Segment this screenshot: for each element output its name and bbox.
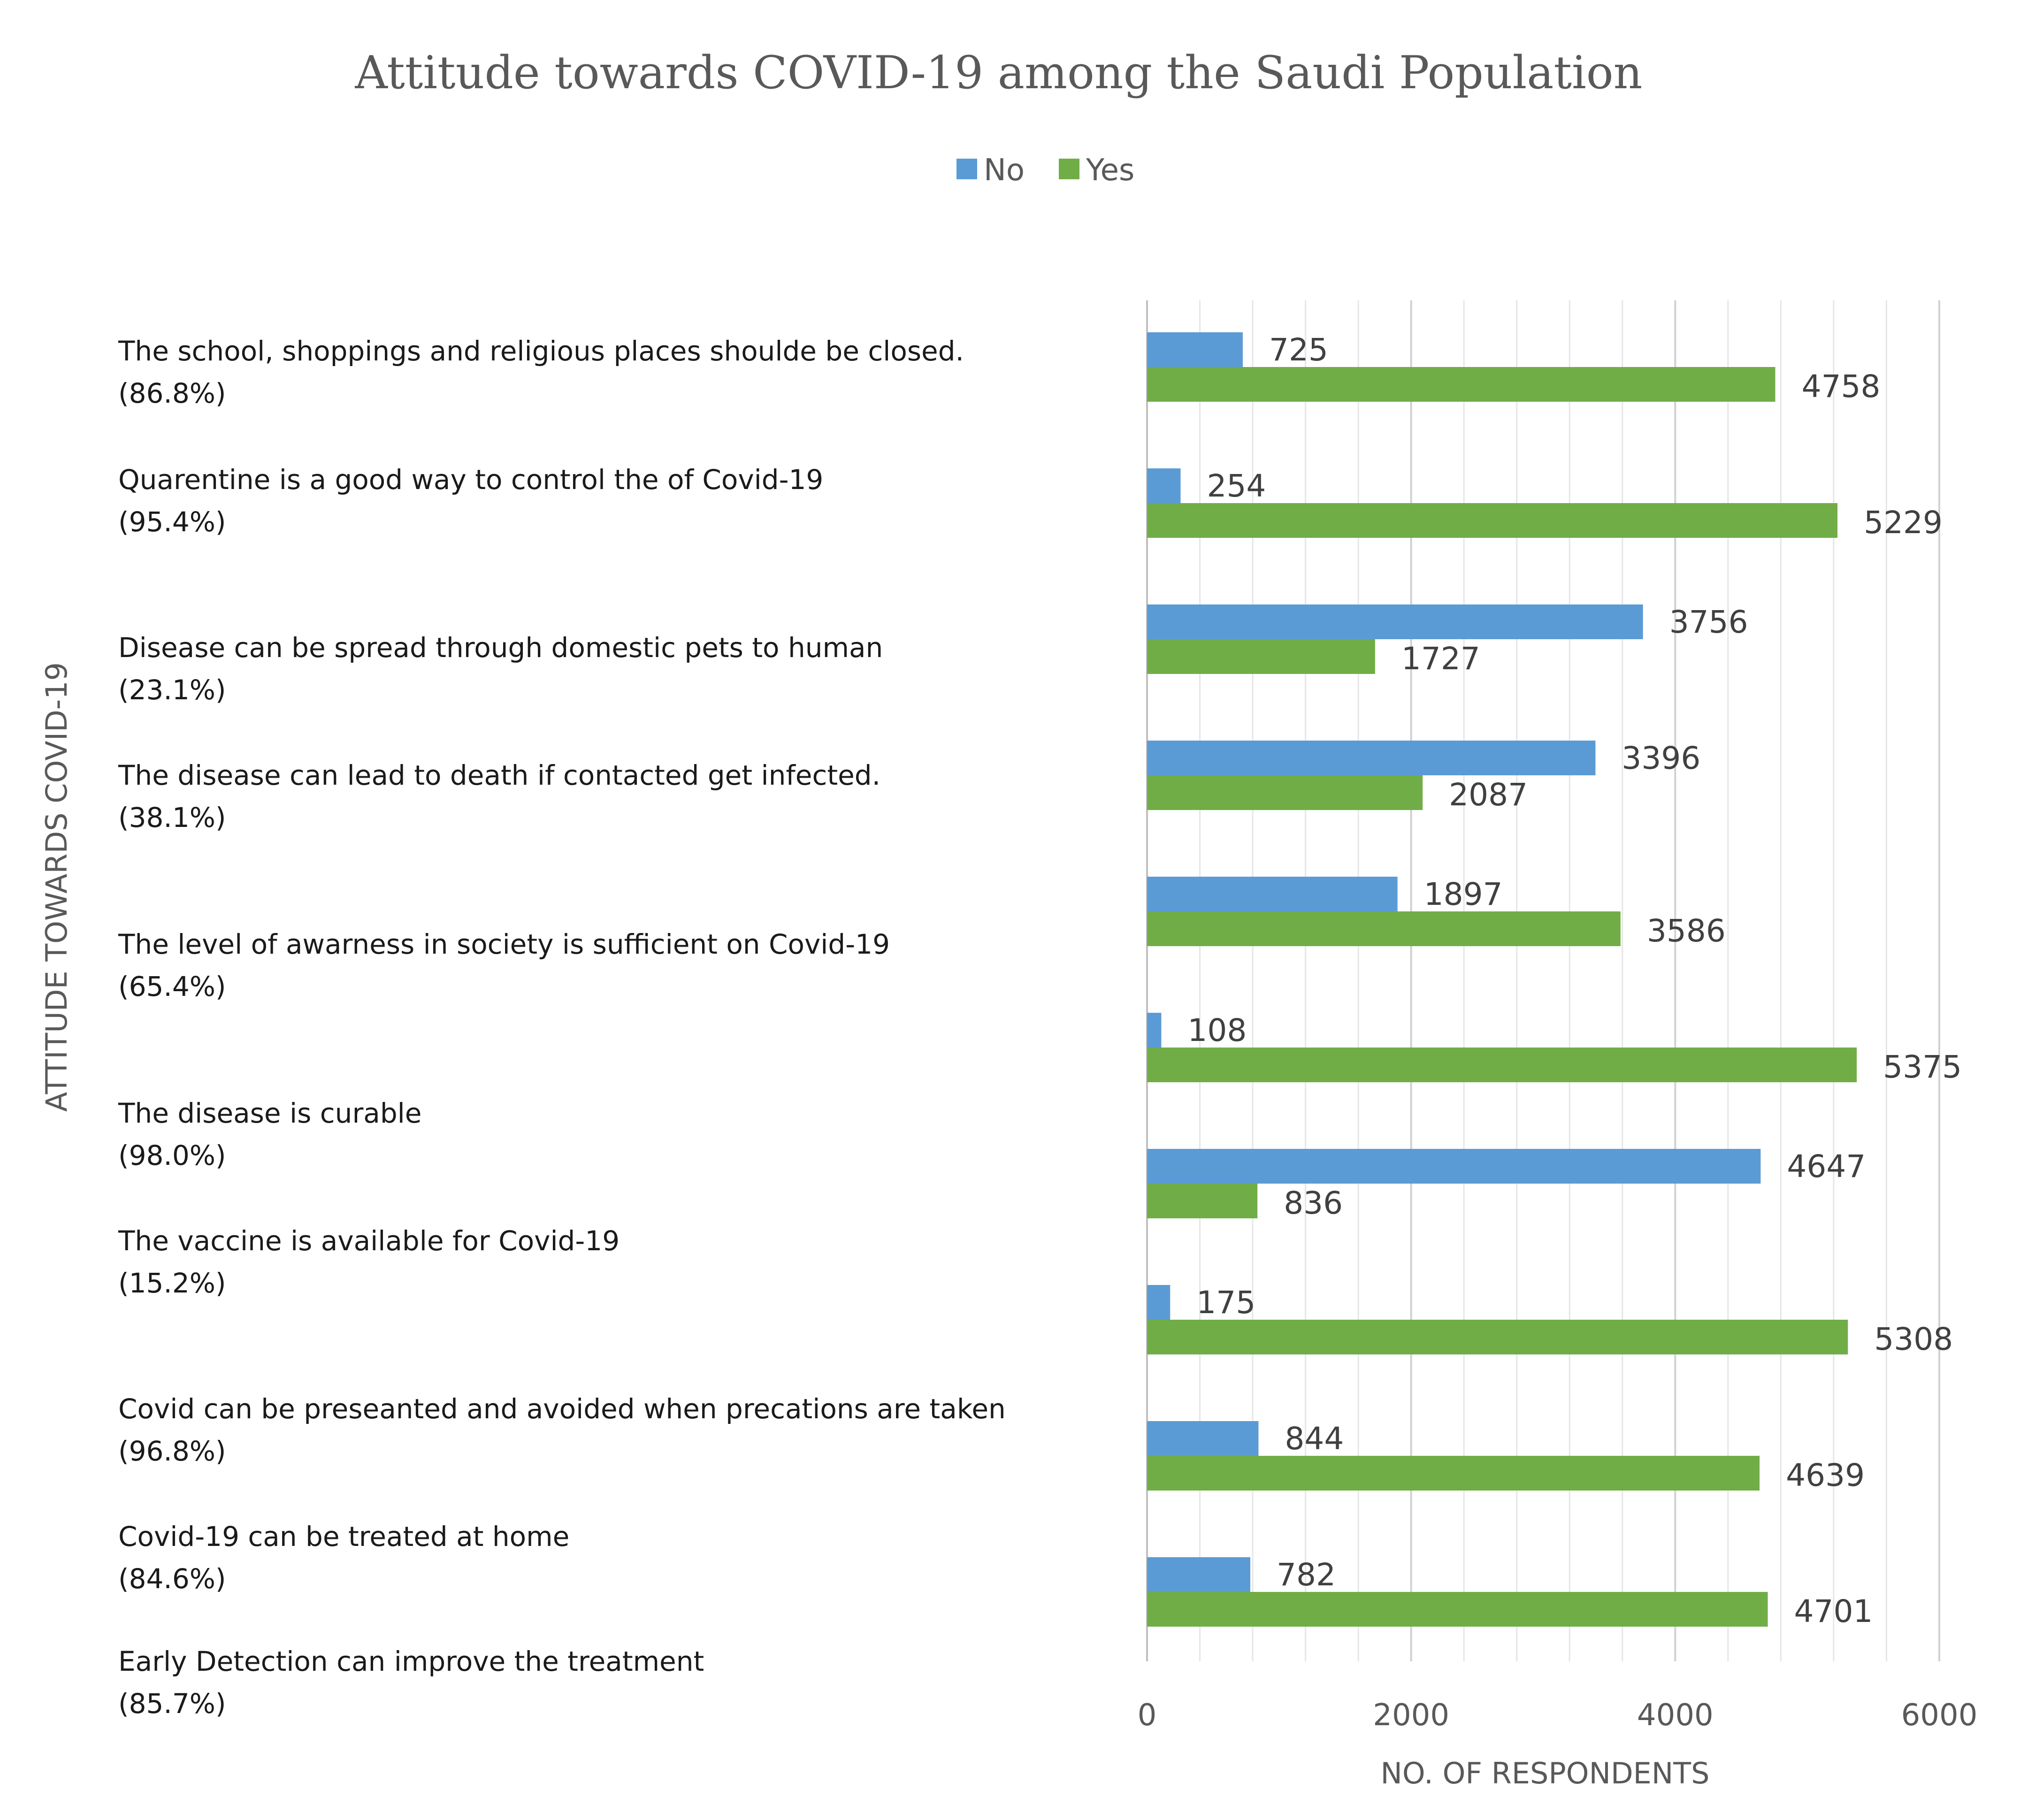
category-percent: (38.1%) [118,802,226,834]
data-label-yes: 5229 [1864,505,1943,541]
data-label-yes: 3586 [1647,913,1726,949]
data-label-no: 254 [1207,468,1266,504]
data-labels: 725 4758 254 5229 3756 1727 3396 2087 1897 3586 10… [1187,332,1962,1629]
category-percent: (65.4%) [118,971,226,1002]
bar-yes [1147,1592,1768,1627]
bar-no [1147,1421,1259,1456]
category-percent: (84.6%) [118,1563,226,1595]
bar-yes [1147,911,1621,946]
legend-swatch-yes [1059,159,1079,179]
bar-yes [1147,503,1838,538]
bar-no [1147,468,1181,503]
data-label-yes: 5375 [1883,1049,1962,1085]
category-label: The disease can lead to death if contact… [118,759,880,791]
x-tick-label: 2000 [1373,1698,1449,1733]
bar-yes [1147,1184,1258,1218]
data-label-yes: 836 [1284,1185,1343,1221]
data-label-no: 3396 [1622,740,1700,776]
category-label: The vaccine is available for Covid-19 [118,1225,620,1257]
bar-yes [1147,1456,1760,1491]
data-label-no: 3756 [1669,604,1748,640]
x-axis-ticks: 0 2000 4000 6000 [1138,1698,1978,1733]
category-percent: (85.7%) [118,1688,226,1720]
x-tick-label: 4000 [1637,1698,1714,1733]
category-label: Disease can be spread through domestic p… [118,632,883,664]
category-percent: (15.2%) [118,1267,226,1299]
category-label: Quarentine is a good way to control the … [118,464,823,496]
bar-yes [1147,367,1775,402]
bars [1147,332,1857,1627]
bar-no [1147,741,1596,775]
data-label-no: 725 [1269,332,1328,368]
category-label: The school, shoppings and religious plac… [118,335,964,367]
bar-no [1147,604,1643,639]
data-label-no: 1897 [1424,876,1503,912]
legend-label-no: No [984,153,1025,188]
category-percent: (23.1%) [118,674,226,706]
x-axis-title: NO. OF RESPONDENTS [1381,1756,1710,1790]
legend: No Yes [956,153,1134,188]
category-label: Early Detection can improve the treatmen… [118,1645,704,1677]
category-percent: (95.4%) [118,506,226,538]
x-tick-label: 6000 [1901,1698,1978,1733]
data-label-yes: 4758 [1802,368,1881,405]
data-label-no: 175 [1196,1285,1255,1321]
category-percent: (98.0%) [118,1139,226,1171]
legend-swatch-no [956,159,977,179]
bar-no [1147,877,1398,911]
bar-no [1147,1149,1761,1184]
bar-no [1147,1285,1171,1320]
category-label: Covid can be preseanted and avoided when… [118,1393,1006,1425]
data-label-yes: 2087 [1449,777,1528,813]
legend-label-yes: Yes [1086,153,1134,188]
y-axis-title: ATTITUDE TOWARDS COVID-19 [39,662,74,1112]
data-label-no: 844 [1285,1421,1344,1457]
x-tick-label: 0 [1138,1698,1157,1733]
data-label-no: 782 [1277,1557,1336,1593]
data-label-no: 4647 [1787,1148,1866,1185]
category-label: The level of awarness in society is suff… [118,928,890,960]
category-percent: (96.8%) [118,1435,226,1467]
chart-title: Attitude towards COVID-19 among the Saud… [355,46,1643,99]
bar-yes [1147,1048,1857,1082]
bar-yes [1147,775,1423,810]
data-label-no: 108 [1187,1012,1247,1048]
data-label-yes: 1727 [1401,641,1480,677]
category-labels: The school, shoppings and religious plac… [118,335,1006,1720]
category-label: Covid-19 can be treated at home [118,1521,569,1552]
bar-yes [1147,1320,1848,1354]
data-label-yes: 4701 [1794,1593,1873,1629]
data-label-yes: 4639 [1786,1457,1865,1493]
bar-no [1147,1013,1162,1048]
data-label-yes: 5308 [1874,1321,1953,1357]
bar-no [1147,332,1243,367]
bar-no [1147,1557,1251,1592]
bar-yes [1147,639,1375,674]
category-label: The disease is curable [118,1097,421,1129]
category-percent: (86.8%) [118,377,226,409]
